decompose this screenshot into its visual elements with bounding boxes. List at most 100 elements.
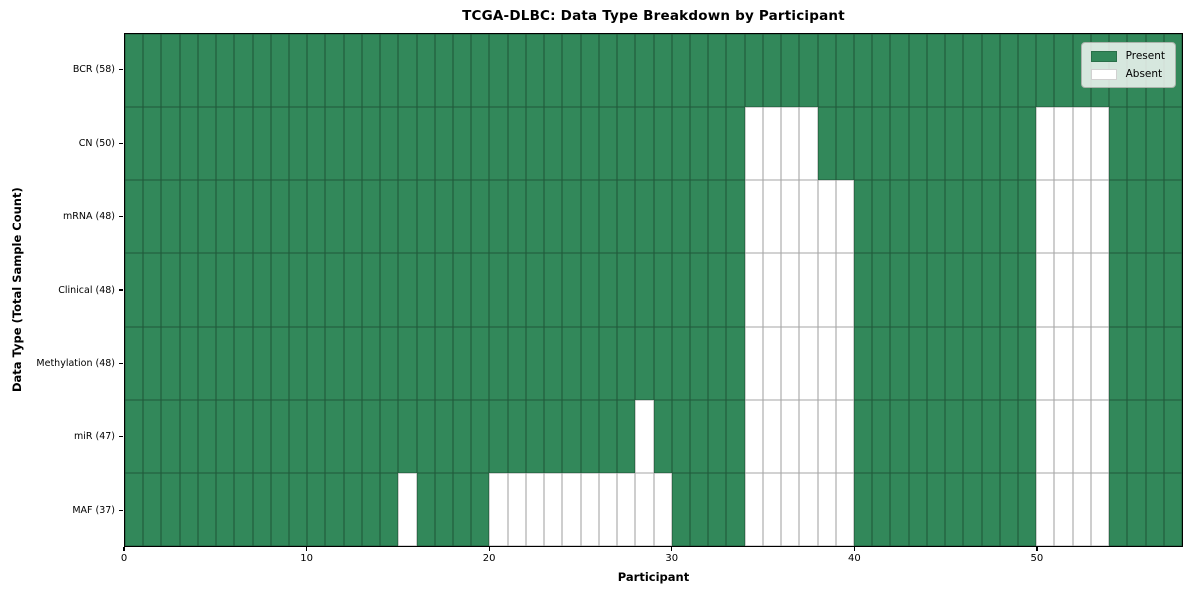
cell-miR-3 <box>179 399 198 473</box>
cell-Clinical-17 <box>434 253 454 327</box>
cell-mRNA-14 <box>380 180 399 254</box>
cell-Clinical-27 <box>617 253 636 327</box>
cell-BCR-9 <box>289 34 308 108</box>
cell-CN-13 <box>361 107 381 181</box>
cell-Methylation-32 <box>708 326 727 400</box>
cell-Clinical-38 <box>817 253 836 327</box>
cell-miR-16 <box>416 399 435 473</box>
cell-CN-49 <box>1017 107 1037 181</box>
cell-MAF-30 <box>671 472 690 546</box>
cell-BCR-17 <box>434 34 454 108</box>
cell-CN-36 <box>781 107 800 181</box>
cell-Clinical-16 <box>416 253 435 327</box>
cell-BCR-34 <box>744 34 763 108</box>
cell-CN-37 <box>799 107 818 181</box>
cell-miR-28 <box>635 399 654 473</box>
cell-mRNA-47 <box>981 180 1000 254</box>
cell-Clinical-19 <box>471 253 490 327</box>
cell-CN-46 <box>963 107 982 181</box>
cell-Methylation-0 <box>125 326 144 400</box>
cell-BCR-29 <box>653 34 672 108</box>
cell-mRNA-30 <box>671 180 690 254</box>
cell-CN-10 <box>307 107 326 181</box>
cell-BCR-45 <box>945 34 964 108</box>
cell-MAF-46 <box>963 472 982 546</box>
cell-BCR-44 <box>926 34 946 108</box>
cell-CN-14 <box>380 107 399 181</box>
cell-MAF-18 <box>453 472 472 546</box>
cell-mRNA-31 <box>689 180 709 254</box>
cell-MAF-21 <box>507 472 526 546</box>
cell-miR-12 <box>343 399 362 473</box>
cell-CN-39 <box>835 107 854 181</box>
cell-Methylation-54 <box>1109 326 1128 400</box>
cell-miR-56 <box>1145 399 1164 473</box>
cell-Clinical-40 <box>853 253 873 327</box>
cell-Clinical-41 <box>872 253 891 327</box>
cell-miR-15 <box>398 399 417 473</box>
y-tick-label-Clinical: Clinical (48) <box>58 284 115 296</box>
cell-BCR-43 <box>908 34 927 108</box>
cell-MAF-29 <box>653 472 672 546</box>
cell-miR-35 <box>762 399 782 473</box>
cell-CN-8 <box>270 107 290 181</box>
cell-mRNA-46 <box>963 180 982 254</box>
cell-BCR-42 <box>890 34 909 108</box>
cell-BCR-35 <box>762 34 782 108</box>
cell-miR-37 <box>799 399 818 473</box>
cell-Clinical-37 <box>799 253 818 327</box>
cell-Methylation-10 <box>307 326 326 400</box>
cell-mRNA-16 <box>416 180 435 254</box>
cell-Clinical-12 <box>343 253 362 327</box>
cell-Methylation-2 <box>161 326 180 400</box>
cell-miR-36 <box>781 399 800 473</box>
cell-miR-1 <box>143 399 162 473</box>
legend-item-absent: Absent <box>1090 68 1165 80</box>
cell-BCR-4 <box>197 34 217 108</box>
cell-MAF-0 <box>125 472 144 546</box>
cell-BCR-24 <box>562 34 581 108</box>
cell-Clinical-36 <box>781 253 800 327</box>
cell-MAF-37 <box>799 472 818 546</box>
cell-BCR-38 <box>817 34 836 108</box>
cell-Methylation-46 <box>963 326 982 400</box>
cell-mRNA-42 <box>890 180 909 254</box>
plot-area: Present Absent <box>124 33 1183 547</box>
cell-MAF-34 <box>744 472 763 546</box>
cell-MAF-3 <box>179 472 198 546</box>
cell-Clinical-49 <box>1017 253 1037 327</box>
cell-BCR-32 <box>708 34 727 108</box>
cell-BCR-21 <box>507 34 526 108</box>
cell-miR-25 <box>580 399 599 473</box>
cell-Methylation-4 <box>197 326 217 400</box>
cell-Methylation-26 <box>598 326 618 400</box>
cell-Methylation-1 <box>143 326 162 400</box>
cell-BCR-39 <box>835 34 854 108</box>
cell-Clinical-42 <box>890 253 909 327</box>
cell-Methylation-25 <box>580 326 599 400</box>
cell-Clinical-4 <box>197 253 217 327</box>
cell-MAF-16 <box>416 472 435 546</box>
cell-CN-47 <box>981 107 1000 181</box>
heatmap-grid <box>125 34 1182 546</box>
cell-BCR-33 <box>726 34 745 108</box>
cell-CN-27 <box>617 107 636 181</box>
cell-Clinical-33 <box>726 253 745 327</box>
cell-Clinical-8 <box>270 253 290 327</box>
cell-CN-38 <box>817 107 836 181</box>
cell-miR-23 <box>544 399 563 473</box>
cell-Clinical-56 <box>1145 253 1164 327</box>
cell-MAF-14 <box>380 472 399 546</box>
cell-MAF-8 <box>270 472 290 546</box>
cell-MAF-27 <box>617 472 636 546</box>
cell-miR-39 <box>835 399 854 473</box>
x-tick-mark <box>1036 547 1038 551</box>
cell-mRNA-33 <box>726 180 745 254</box>
cell-CN-0 <box>125 107 144 181</box>
cell-MAF-43 <box>908 472 927 546</box>
cell-CN-43 <box>908 107 927 181</box>
cell-mRNA-44 <box>926 180 946 254</box>
legend-swatch-absent <box>1090 68 1117 80</box>
cell-mRNA-17 <box>434 180 454 254</box>
